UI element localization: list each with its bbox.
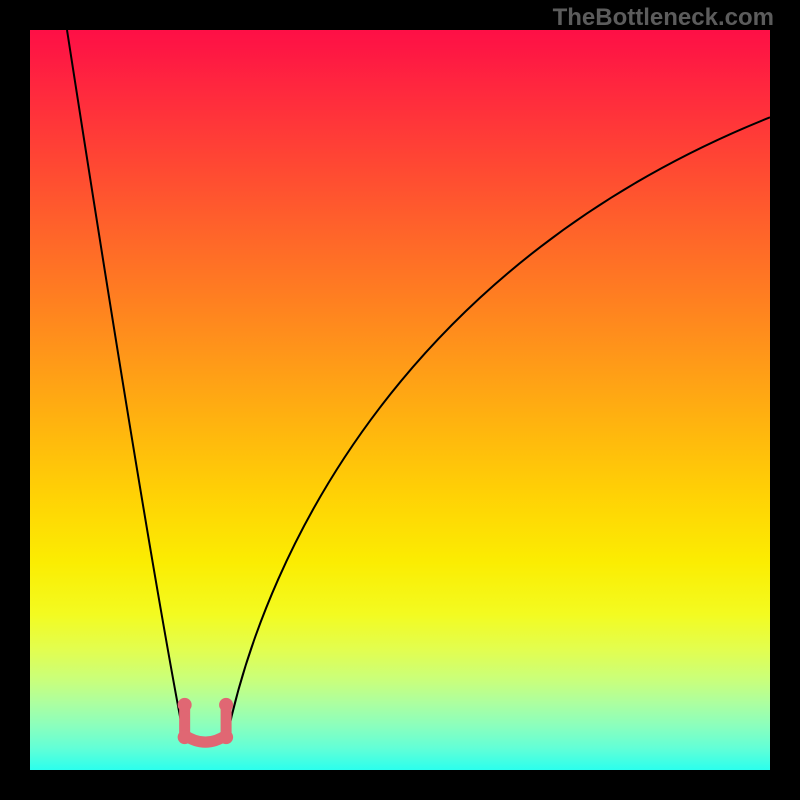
curve-right-branch xyxy=(226,117,770,741)
curve-left-branch xyxy=(67,30,185,741)
chart-container: TheBottleneck.com xyxy=(0,0,800,800)
accent-dot-right-bottom xyxy=(219,730,233,744)
watermark-text: TheBottleneck.com xyxy=(553,4,774,32)
accent-dot-left-top xyxy=(178,698,192,712)
bottleneck-curve xyxy=(30,30,770,770)
accent-dot-left-bottom xyxy=(178,730,192,744)
accent-dot-right-top xyxy=(219,698,233,712)
plot-area xyxy=(30,30,770,770)
